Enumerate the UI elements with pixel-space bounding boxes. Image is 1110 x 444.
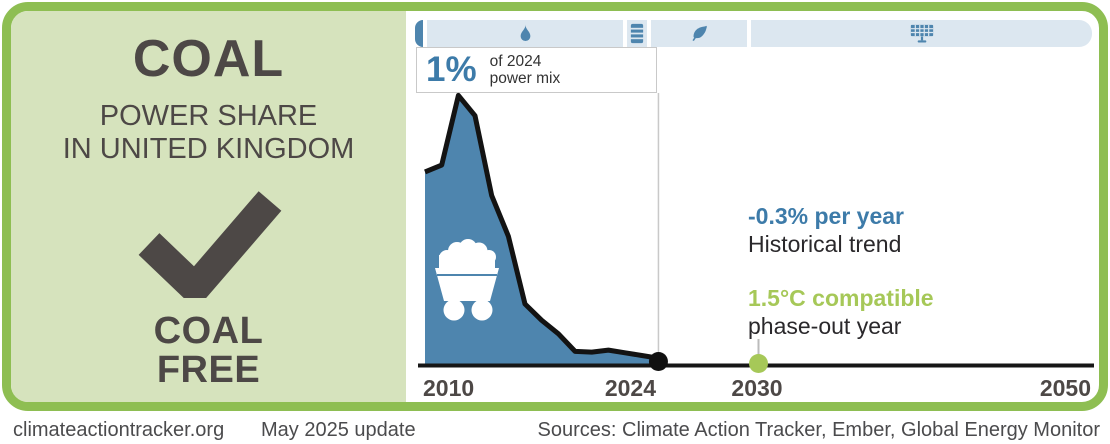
- checkmark-icon: [138, 190, 281, 298]
- tick-2030: 2030: [731, 375, 783, 401]
- mix-segment-renewables: [751, 20, 1092, 47]
- update-date: May 2025 update: [261, 419, 416, 441]
- mix-segment-coal: [415, 20, 424, 47]
- historical-trend-annotation: -0.3% per year Historical trend: [748, 203, 904, 258]
- subtitle-line-1: POWER SHARE: [99, 100, 318, 132]
- sources-credit: Sources: Climate Action Tracker, Ember, …: [537, 419, 1100, 441]
- compat-value: 1.5°C compatible: [748, 285, 934, 311]
- mix-segment-gas: [427, 20, 624, 47]
- solar-panel-icon: [910, 24, 934, 43]
- flame-icon: [518, 24, 533, 43]
- callout-label-line-2: power mix: [489, 70, 561, 87]
- leaf-icon: [690, 24, 709, 43]
- tick-2024: 2024: [604, 375, 656, 401]
- tick-2050: 2050: [1039, 375, 1091, 401]
- current-share-callout: 1% of 2024 power mix: [416, 47, 657, 93]
- mix-segment-bioenergy: [651, 20, 748, 47]
- compat-label: phase-out year: [748, 312, 902, 339]
- barrel-icon: [630, 23, 645, 44]
- trend-value: -0.3% per year: [748, 203, 904, 229]
- left-panel: COAL POWER SHARE IN UNITED KINGDOM COAL …: [11, 11, 406, 402]
- status-line-1: COAL: [153, 309, 264, 352]
- coal-free-status: COAL FREE: [153, 309, 264, 391]
- fuel-title: COAL: [132, 30, 285, 88]
- compatible-phase-out-annotation: 1.5°C compatible phase-out year: [748, 285, 934, 340]
- trend-label: Historical trend: [748, 230, 902, 257]
- subtitle-line-2: IN UNITED KINGDOM: [62, 132, 355, 165]
- checkmark-wrap: [133, 188, 285, 298]
- callout-label: of 2024 power mix: [490, 53, 561, 88]
- mix-segment-oil: [627, 20, 648, 47]
- callout-label-line-1: of 2024: [489, 52, 542, 70]
- panel-subtitle: POWER SHARE IN UNITED KINGDOM: [63, 100, 355, 166]
- status-line-2: FREE: [156, 348, 261, 391]
- site-url: climateactiontracker.org: [13, 419, 225, 441]
- callout-value: 1%: [426, 49, 477, 89]
- power-mix-bar: [415, 20, 1092, 47]
- tick-2010: 2010: [423, 375, 475, 401]
